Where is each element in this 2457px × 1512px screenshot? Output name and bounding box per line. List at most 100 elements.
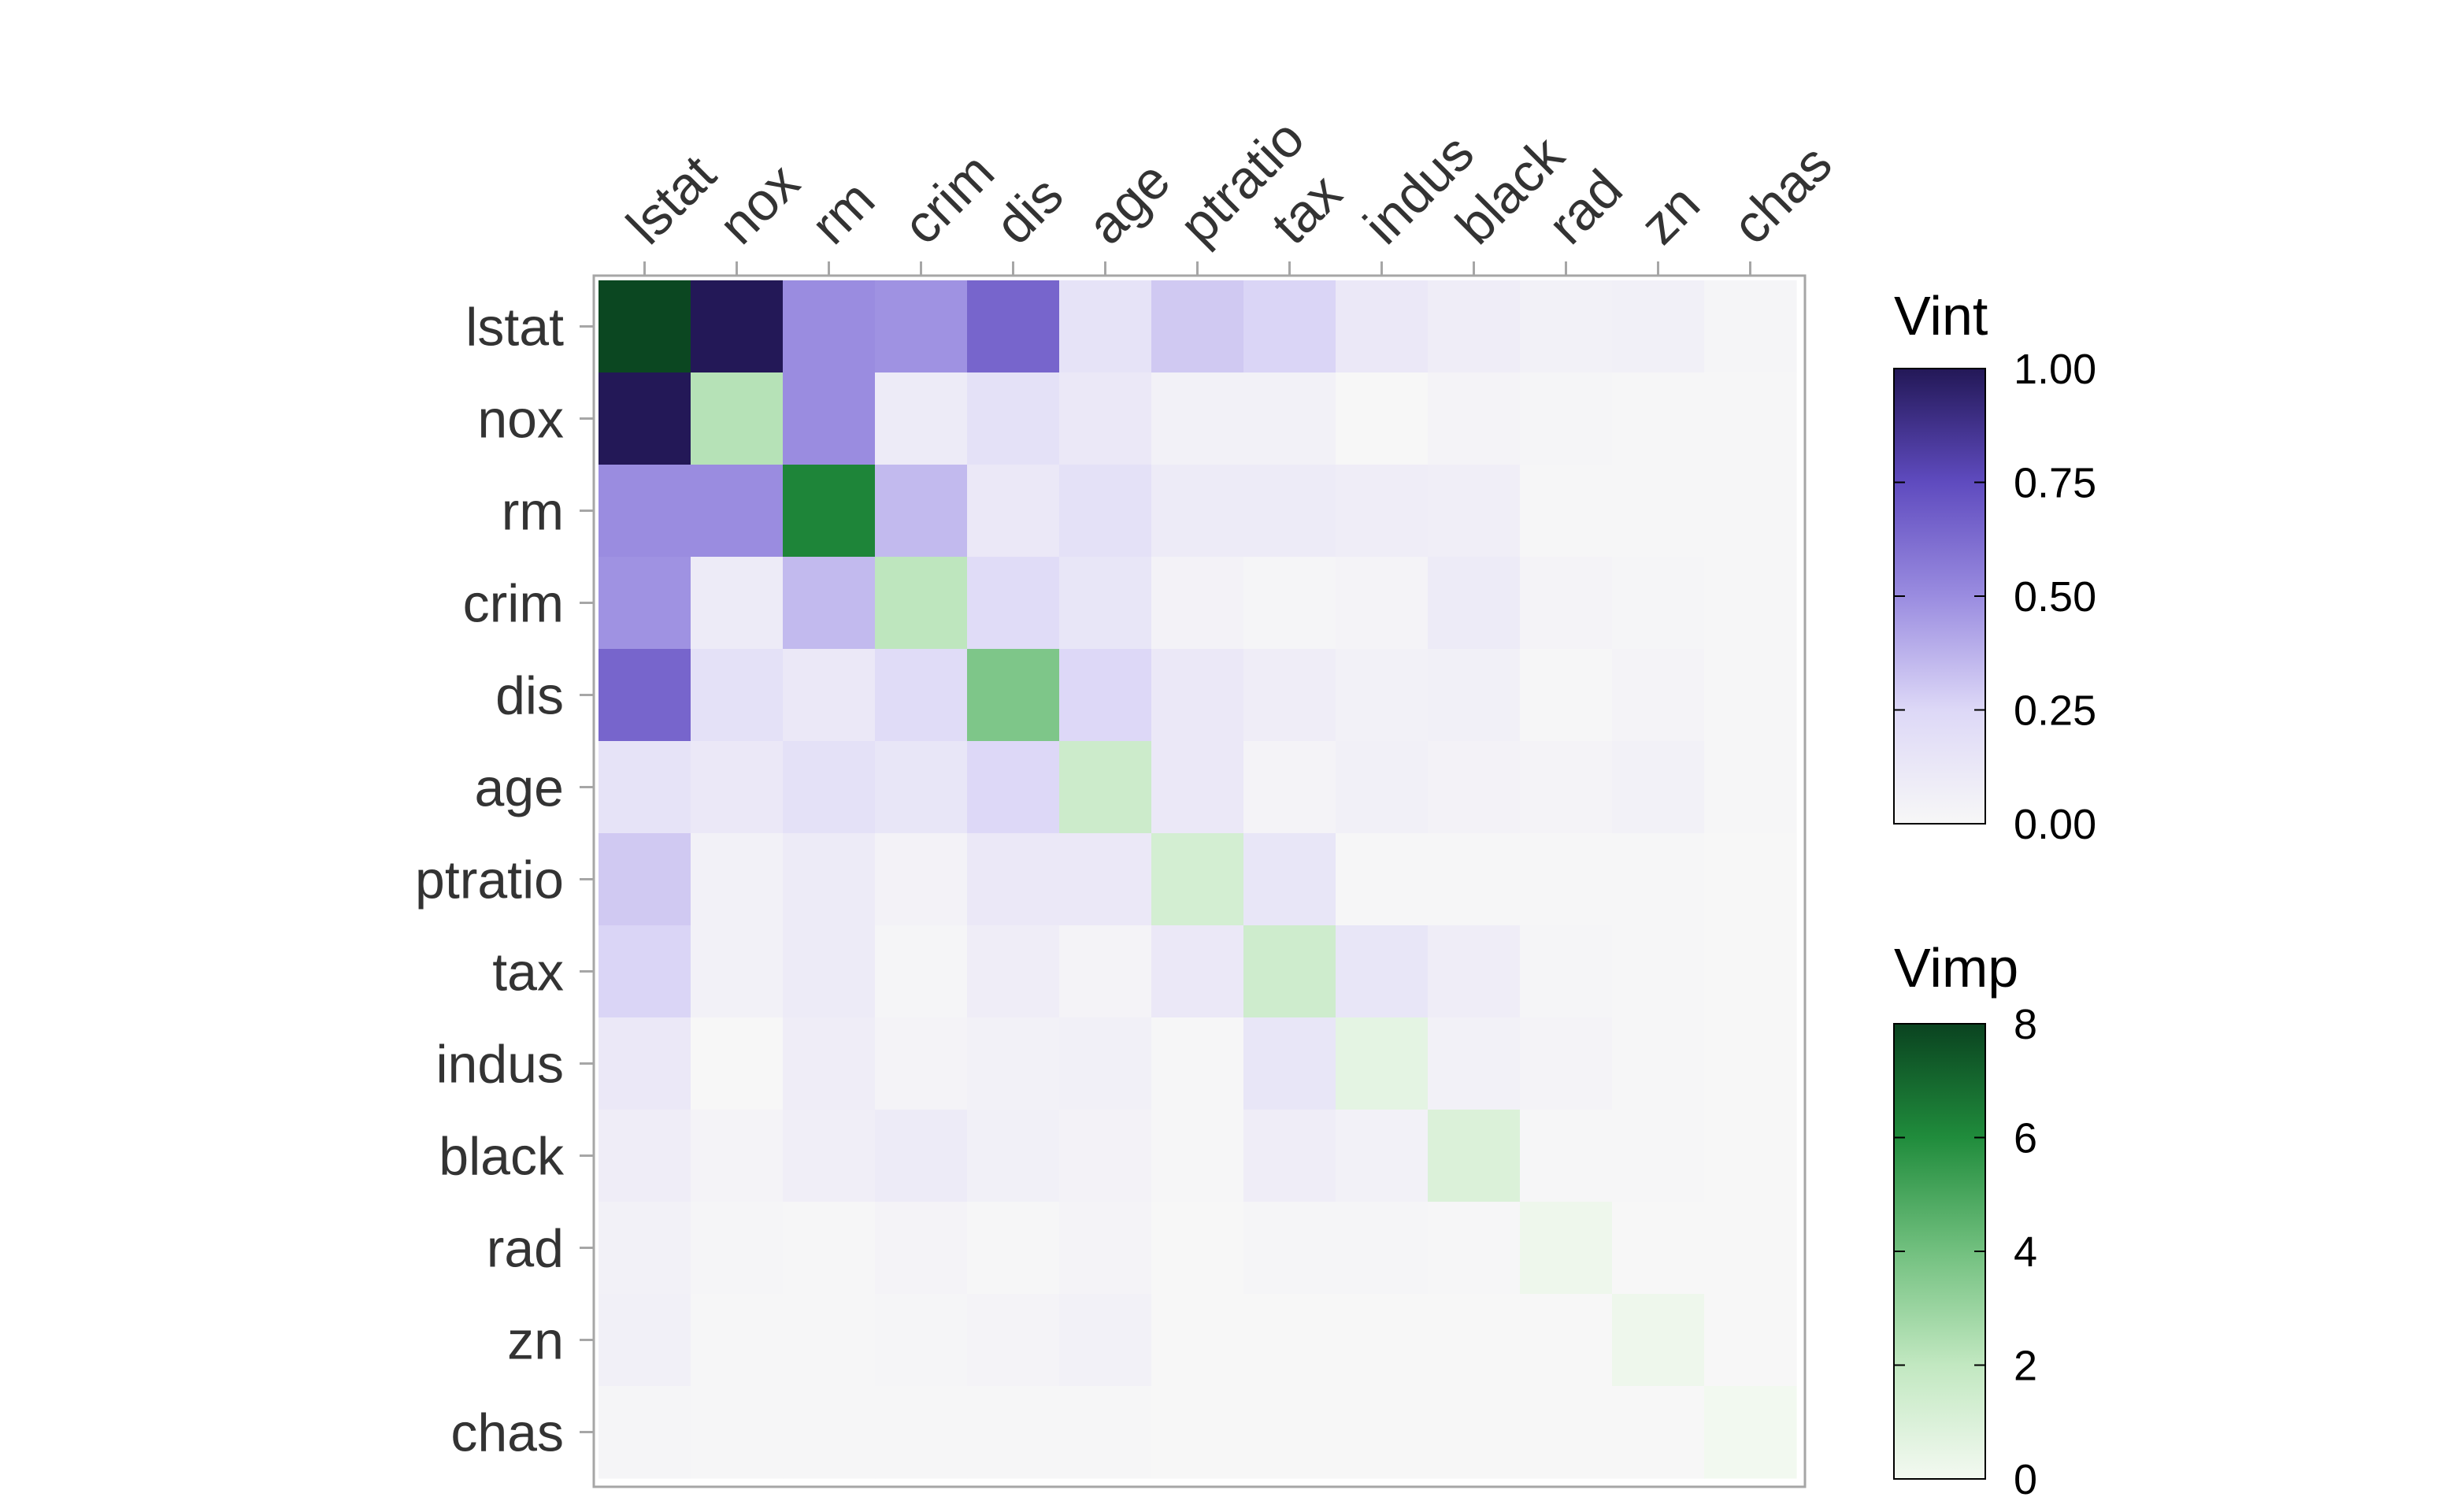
cell-dis-rad [1520, 649, 1613, 742]
cell-vimp-crim [875, 557, 968, 650]
cell-ptratio-black [1428, 833, 1521, 926]
cell-ptratio-age [1059, 833, 1152, 926]
cell-age-lstat [598, 741, 691, 834]
cell-indus-dis [967, 1017, 1060, 1110]
cell-vimp-lstat [598, 280, 691, 373]
cell-rm-dis [967, 465, 1060, 558]
cell-vimp-dis [967, 649, 1060, 742]
x-tick-label-lstat: lstat [615, 144, 727, 256]
cell-black-rm [783, 1110, 876, 1203]
cell-black-zn [1612, 1110, 1705, 1203]
y-tick-label-age: age [475, 758, 564, 818]
cell-chas-crim [875, 1386, 968, 1479]
y-tick-label-crim: crim [463, 574, 564, 634]
legend-title-vint: Vint [1894, 285, 1988, 346]
cell-tax-crim [875, 925, 968, 1018]
cell-rm-indus [1336, 465, 1429, 558]
cell-zn-rm [783, 1294, 876, 1387]
cell-rad-age [1059, 1202, 1152, 1295]
cell-dis-ptratio [1151, 649, 1244, 742]
cell-age-ptratio [1151, 741, 1244, 834]
cell-black-crim [875, 1110, 968, 1203]
cell-black-rad [1520, 1110, 1613, 1203]
cell-lstat-dis [967, 280, 1060, 373]
cell-crim-ptratio [1151, 557, 1244, 650]
cell-zn-lstat [598, 1294, 691, 1387]
cell-lstat-chas [1704, 280, 1797, 373]
cell-dis-age [1059, 649, 1152, 742]
cell-black-indus [1336, 1110, 1429, 1203]
cell-rad-dis [967, 1202, 1060, 1295]
cell-chas-dis [967, 1386, 1060, 1479]
cell-chas-black [1428, 1386, 1521, 1479]
cell-nox-dis [967, 372, 1060, 465]
cell-nox-crim [875, 372, 968, 465]
cell-rm-black [1428, 465, 1521, 558]
cell-chas-ptratio [1151, 1386, 1244, 1479]
cell-chas-tax [1243, 1386, 1336, 1479]
legend-tick-label-vimp: 0 [2014, 1456, 2037, 1503]
cell-vimp-zn [1612, 1294, 1705, 1387]
cell-ptratio-indus [1336, 833, 1429, 926]
cell-lstat-rad [1520, 280, 1613, 373]
cell-lstat-tax [1243, 280, 1336, 373]
cell-rm-nox [691, 465, 784, 558]
cell-rm-zn [1612, 465, 1705, 558]
cell-indus-ptratio [1151, 1017, 1244, 1110]
cell-chas-nox [691, 1386, 784, 1479]
cell-indus-black [1428, 1017, 1521, 1110]
cell-vimp-tax [1243, 925, 1336, 1018]
legend-colorbar-vint [1893, 368, 1986, 825]
cell-crim-nox [691, 557, 784, 650]
y-tick-label-black: black [439, 1127, 565, 1187]
cell-ptratio-zn [1612, 833, 1705, 926]
y-tick-label-indus: indus [435, 1035, 564, 1095]
cell-nox-indus [1336, 372, 1429, 465]
legend-tick-label-vimp: 8 [2014, 1001, 2037, 1048]
cell-tax-age [1059, 925, 1152, 1018]
cell-crim-chas [1704, 557, 1797, 650]
cell-tax-ptratio [1151, 925, 1244, 1018]
cell-tax-black [1428, 925, 1521, 1018]
cell-rad-nox [691, 1202, 784, 1295]
cell-rm-tax [1243, 465, 1336, 558]
cell-lstat-rm [783, 280, 876, 373]
cell-dis-tax [1243, 649, 1336, 742]
cell-ptratio-dis [967, 833, 1060, 926]
cell-tax-chas [1704, 925, 1797, 1018]
y-tick-label-chas: chas [450, 1403, 564, 1463]
cell-nox-age [1059, 372, 1152, 465]
legend-tick-label-vint: 0.75 [2014, 460, 2096, 507]
cell-crim-age [1059, 557, 1152, 650]
cell-rad-chas [1704, 1202, 1797, 1295]
cell-nox-rad [1520, 372, 1613, 465]
cell-rm-crim [875, 465, 968, 558]
cell-dis-zn [1612, 649, 1705, 742]
cell-ptratio-chas [1704, 833, 1797, 926]
cell-zn-black [1428, 1294, 1521, 1387]
cell-vimp-ptratio [1151, 833, 1244, 926]
cell-dis-indus [1336, 649, 1429, 742]
y-tick-label-nox: nox [477, 390, 564, 450]
cell-lstat-crim [875, 280, 968, 373]
y-tick-label-dis: dis [495, 666, 564, 726]
cell-indus-nox [691, 1017, 784, 1110]
legend-tick-label-vint: 0.50 [2014, 573, 2096, 621]
cell-vimp-rm [783, 465, 876, 558]
cell-rad-rm [783, 1202, 876, 1295]
y-tick-label-zn: zn [507, 1311, 564, 1371]
x-tick-label-age: age [1076, 150, 1181, 256]
y-tick-label-tax: tax [492, 943, 564, 1002]
cell-tax-nox [691, 925, 784, 1018]
cell-rad-zn [1612, 1202, 1705, 1295]
cell-tax-dis [967, 925, 1060, 1018]
cell-lstat-black [1428, 280, 1521, 373]
cell-nox-chas [1704, 372, 1797, 465]
heatmap-cells [598, 280, 1797, 1479]
cell-rm-age [1059, 465, 1152, 558]
cell-chas-zn [1612, 1386, 1705, 1479]
cell-lstat-nox [691, 280, 784, 373]
x-tick-label-rm: rm [799, 169, 886, 256]
cell-black-chas [1704, 1110, 1797, 1203]
